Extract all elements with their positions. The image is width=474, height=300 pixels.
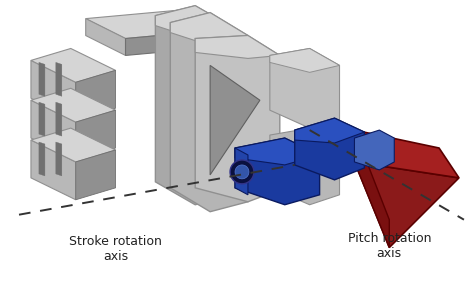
Polygon shape <box>31 128 116 162</box>
Polygon shape <box>86 9 235 38</box>
Text: Pitch rotation
axis: Pitch rotation axis <box>347 232 431 260</box>
Polygon shape <box>56 142 62 176</box>
Polygon shape <box>76 70 116 120</box>
Polygon shape <box>355 130 389 247</box>
Polygon shape <box>31 88 116 122</box>
Polygon shape <box>86 19 126 56</box>
Polygon shape <box>76 110 116 160</box>
Polygon shape <box>31 60 76 120</box>
Polygon shape <box>230 160 254 184</box>
Polygon shape <box>126 28 235 56</box>
Polygon shape <box>39 142 45 176</box>
Polygon shape <box>170 13 248 46</box>
Text: Stroke rotation
axis: Stroke rotation axis <box>69 235 162 262</box>
Polygon shape <box>210 65 260 175</box>
Polygon shape <box>76 150 116 200</box>
Polygon shape <box>295 118 365 180</box>
Polygon shape <box>235 148 248 195</box>
Polygon shape <box>235 165 249 179</box>
Polygon shape <box>195 35 280 58</box>
Polygon shape <box>155 6 235 205</box>
Polygon shape <box>31 49 116 82</box>
Polygon shape <box>56 62 62 96</box>
Polygon shape <box>270 128 339 205</box>
Polygon shape <box>195 35 280 202</box>
Polygon shape <box>355 130 459 178</box>
Polygon shape <box>39 102 45 136</box>
Polygon shape <box>31 100 76 160</box>
Polygon shape <box>235 138 319 165</box>
Polygon shape <box>295 118 365 143</box>
Polygon shape <box>170 13 248 212</box>
Polygon shape <box>270 49 339 128</box>
Polygon shape <box>235 138 319 205</box>
Polygon shape <box>355 130 394 170</box>
Polygon shape <box>31 140 76 200</box>
Polygon shape <box>155 6 235 38</box>
Polygon shape <box>355 162 459 247</box>
Polygon shape <box>39 62 45 96</box>
Polygon shape <box>56 102 62 136</box>
Polygon shape <box>270 49 339 72</box>
